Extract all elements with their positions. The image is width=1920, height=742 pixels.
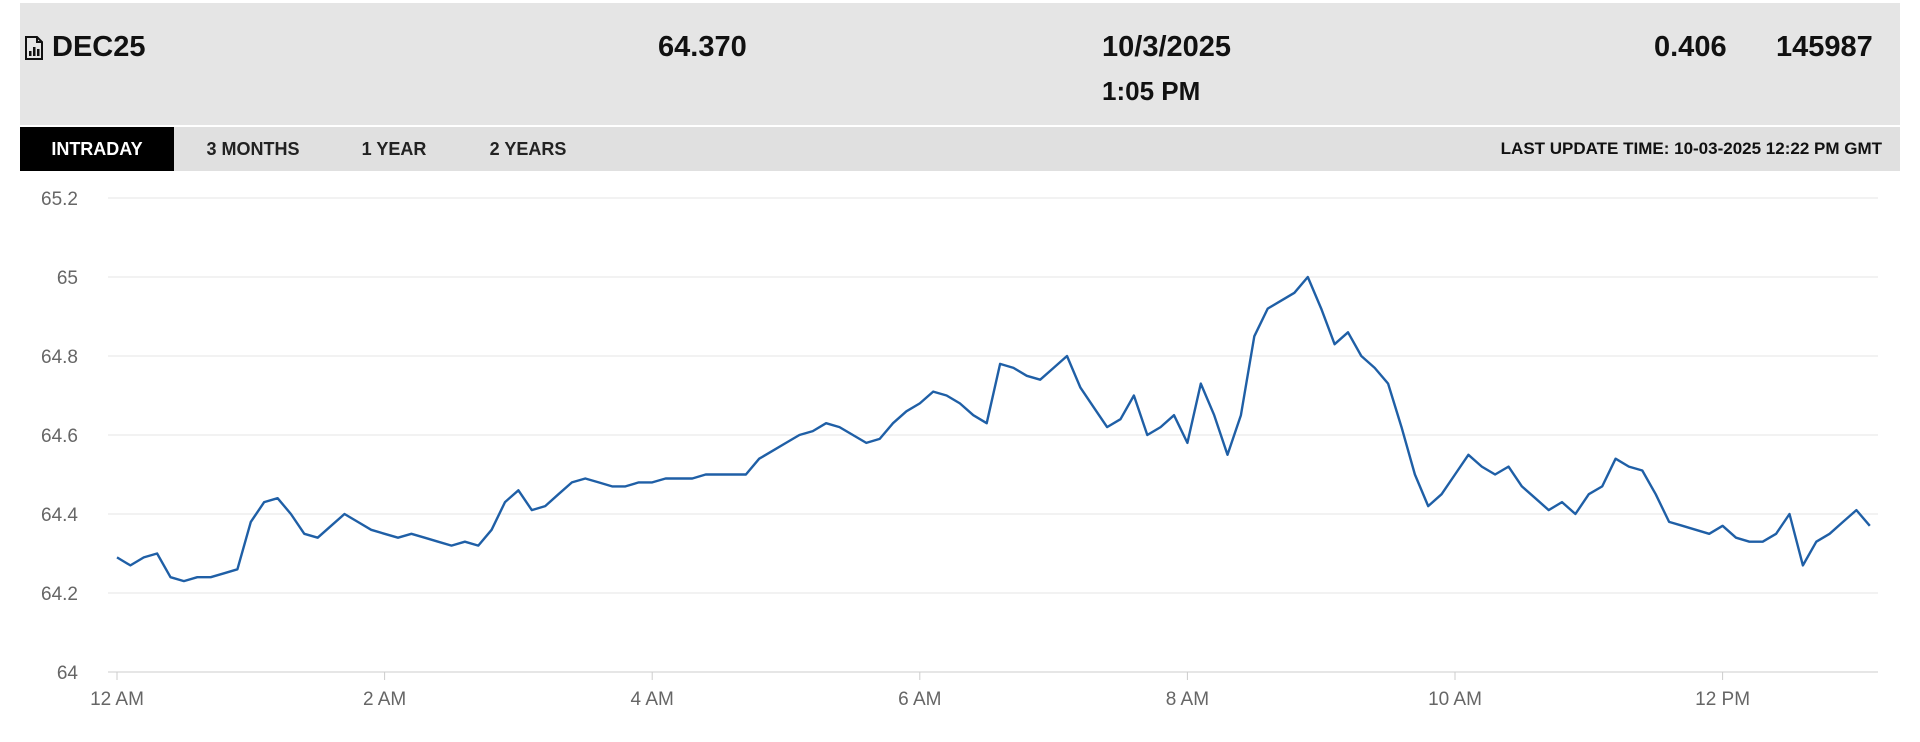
quote-date: 10/3/2025 (1102, 31, 1232, 63)
y-tick-label: 64.4 (41, 505, 78, 526)
price-series-line (116, 275, 1871, 583)
price-chart: 65.2 65 64.8 64.6 64.4 64.2 64 12 AM 2 AM 4 AM 6 … (0, 171, 1920, 742)
symbol-cell: DEC25 (24, 31, 146, 64)
quote-header: DEC25 64.370 10/3/2025 1:05 PM 0.406 145… (20, 3, 1900, 125)
price-change: 0.406 (1654, 31, 1727, 63)
tab-2-years[interactable]: 2 YEARS (489, 139, 567, 159)
y-axis-ticks: 65.2 65 64.8 64.6 64.4 64.2 64 (41, 189, 78, 684)
y-tick-label: 64.8 (41, 347, 78, 368)
x-tick-label: 12 PM (1695, 689, 1750, 710)
quote-time: 1:05 PM (1102, 76, 1201, 106)
range-tabs: INTRADAY 3 MONTHS 1 YEAR 2 YEARS LAST UP… (20, 127, 1900, 171)
y-tick-label: 65 (57, 268, 78, 289)
x-axis-ticks: 12 AM 2 AM 4 AM 6 AM 8 AM 10 AM 12 PM (90, 672, 1750, 710)
grid-lines (108, 197, 1878, 673)
last-update-time: LAST UPDATE TIME: 10-03-2025 12:22 PM GM… (1500, 139, 1882, 158)
x-tick-label: 10 AM (1428, 689, 1482, 710)
x-tick-label: 12 AM (90, 689, 144, 710)
chart-svg: 65.2 65 64.8 64.6 64.4 64.2 64 12 AM 2 AM 4 AM 6 … (41, 189, 1878, 710)
y-tick-label: 64.6 (41, 426, 78, 447)
x-tick-label: 8 AM (1166, 689, 1209, 710)
symbol-text: DEC25 (52, 31, 146, 63)
y-tick-label: 64 (57, 663, 79, 684)
x-tick-label: 2 AM (363, 689, 406, 710)
last-price: 64.370 (658, 31, 747, 63)
tab-3-months[interactable]: 3 MONTHS (206, 139, 300, 159)
tab-intraday[interactable]: INTRADAY (20, 127, 174, 171)
x-tick-label: 6 AM (898, 689, 941, 710)
x-tick-label: 4 AM (631, 689, 674, 710)
tab-1-year[interactable]: 1 YEAR (361, 139, 427, 159)
y-tick-label: 65.2 (41, 189, 78, 210)
y-tick-label: 64.2 (41, 584, 78, 605)
volume: 145987 (1776, 31, 1873, 63)
document-chart-icon (25, 35, 43, 60)
